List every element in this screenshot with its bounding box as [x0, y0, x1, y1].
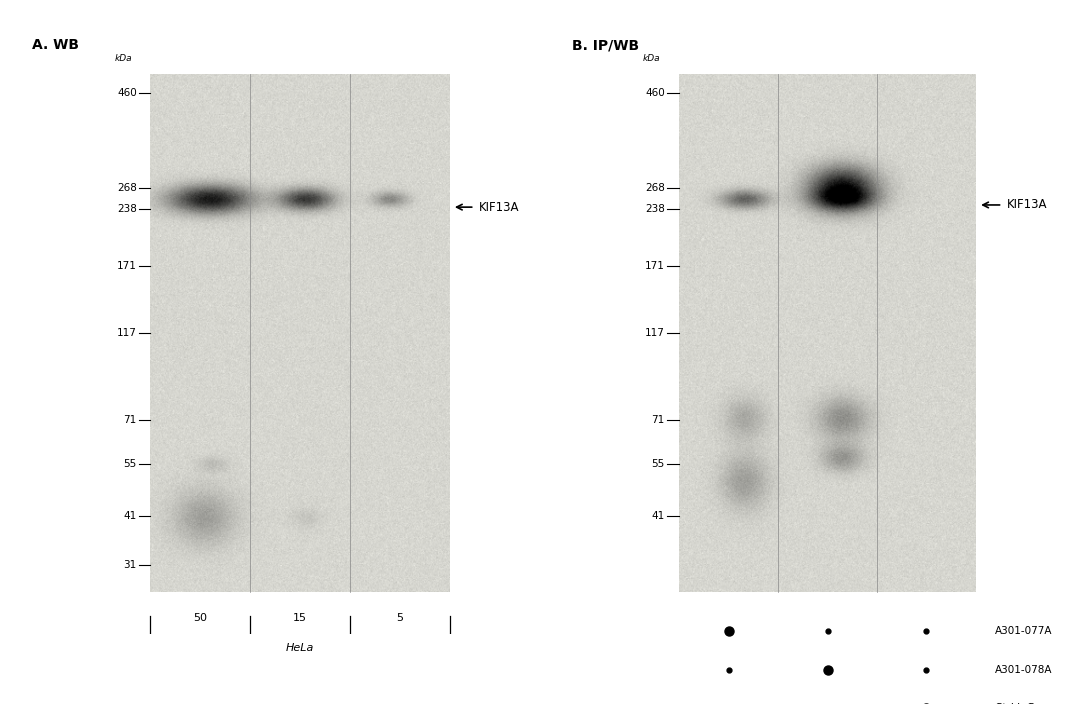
Text: 55: 55 — [123, 460, 137, 470]
Text: 41: 41 — [651, 511, 665, 521]
Text: 460: 460 — [645, 89, 665, 99]
Text: B. IP/WB: B. IP/WB — [572, 38, 639, 52]
Text: kDa: kDa — [643, 54, 660, 63]
Text: KIF13A: KIF13A — [1008, 199, 1048, 211]
Text: 31: 31 — [123, 560, 137, 570]
Text: HeLa: HeLa — [286, 643, 314, 653]
Text: 238: 238 — [117, 203, 137, 213]
Text: A301-077A: A301-077A — [996, 626, 1053, 636]
Text: 238: 238 — [645, 203, 665, 213]
Text: 171: 171 — [117, 261, 137, 271]
Text: A. WB: A. WB — [32, 38, 80, 52]
Text: 268: 268 — [117, 183, 137, 193]
Text: 50: 50 — [193, 612, 207, 622]
Text: 15: 15 — [293, 612, 307, 622]
Text: kDa: kDa — [114, 54, 132, 63]
Text: 5: 5 — [396, 612, 403, 622]
Text: 117: 117 — [117, 327, 137, 338]
Text: 171: 171 — [645, 261, 665, 271]
Text: 71: 71 — [123, 415, 137, 425]
Text: 55: 55 — [651, 460, 665, 470]
Text: 117: 117 — [645, 327, 665, 338]
Text: 71: 71 — [651, 415, 665, 425]
Text: KIF13A: KIF13A — [480, 201, 519, 213]
Text: 460: 460 — [117, 89, 137, 99]
Text: 41: 41 — [123, 511, 137, 521]
Text: 268: 268 — [645, 183, 665, 193]
Text: A301-078A: A301-078A — [996, 665, 1053, 674]
